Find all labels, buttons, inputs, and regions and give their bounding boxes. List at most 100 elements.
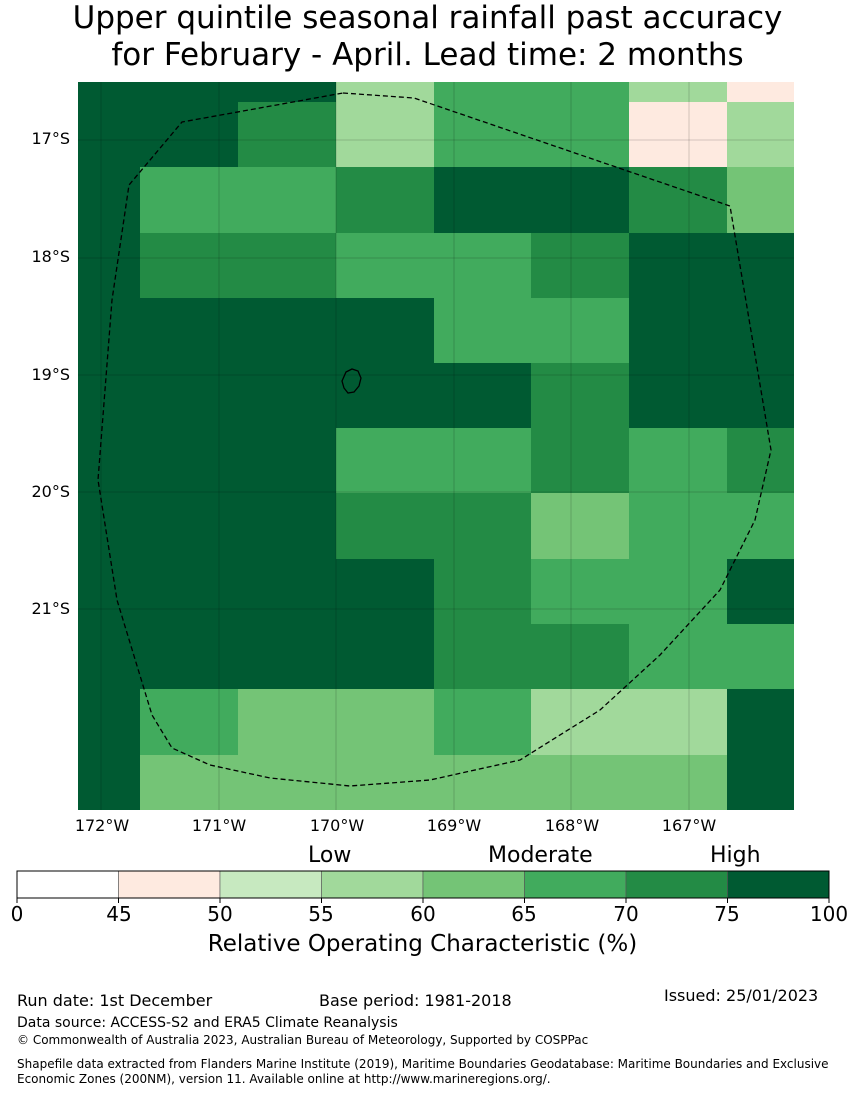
lon-label-171w: 171°W: [191, 816, 247, 835]
grid-cell: [336, 755, 434, 810]
colorbar-label-moderate: Moderate: [488, 843, 593, 868]
grid-cell: [629, 102, 727, 167]
grid-cell: [434, 559, 531, 624]
grid-cell: [78, 559, 140, 624]
grid-cell: [140, 493, 238, 559]
grid-cell: [238, 689, 336, 755]
grid-cell: [140, 102, 238, 167]
grid-cell: [531, 363, 629, 428]
base-period: Base period: 1981-2018: [319, 991, 512, 1010]
grid-cell: [238, 363, 336, 428]
lon-label-167w: 167°W: [661, 816, 717, 835]
grid-cell: [434, 298, 531, 363]
colorbar-segment: [524, 870, 627, 899]
grid-cell: [336, 233, 434, 298]
colorbar-segment: [118, 870, 221, 899]
grid-cell: [727, 755, 794, 810]
grid-cell: [629, 493, 727, 559]
grid-cell: [531, 559, 629, 624]
issued-date: Issued: 25/01/2023: [664, 986, 819, 1005]
grid-cell: [629, 298, 727, 363]
lon-label-168w: 168°W: [544, 816, 600, 835]
grid-cell: [727, 233, 794, 298]
grid-cell: [140, 624, 238, 689]
colorbar-title: Relative Operating Characteristic (%): [207, 931, 638, 957]
grid-cell: [78, 689, 140, 755]
grid-cell: [78, 233, 140, 298]
colorbar-segment: [219, 870, 322, 899]
colorbar-tick: 45: [106, 902, 132, 926]
grid-cell: [238, 82, 336, 102]
title-line-1: Upper quintile seasonal rainfall past ac…: [72, 0, 783, 36]
grid-cell: [531, 298, 629, 363]
grid-cell: [531, 428, 629, 493]
grid-cell: [238, 755, 336, 810]
grid-cell: [238, 167, 336, 233]
grid-cell: [531, 167, 629, 233]
grid-cell: [434, 755, 531, 810]
grid-cell: [629, 82, 727, 102]
colorbar-label-low: Low: [308, 843, 352, 868]
grid-cell: [434, 428, 531, 493]
grid-cell: [434, 233, 531, 298]
grid-cell: [531, 233, 629, 298]
grid-cell: [629, 755, 727, 810]
lat-lon-gridlines: [78, 82, 794, 810]
island-outline: [341, 368, 362, 394]
grid-cell: [629, 428, 727, 493]
grid-cell: [727, 624, 794, 689]
grid-cell: [434, 102, 531, 167]
colorbar-tick: 50: [207, 902, 233, 926]
grid-cell: [78, 82, 140, 102]
grid-cell: [140, 82, 238, 102]
colorbar-tick: 70: [613, 902, 639, 926]
grid-cell: [727, 363, 794, 428]
grid-cell: [238, 493, 336, 559]
lon-label-172w: 172°W: [74, 816, 130, 835]
accuracy-grid: [78, 82, 794, 810]
grid-cell: [336, 167, 434, 233]
title-line-2: for February - April. Lead time: 2 month…: [111, 37, 744, 73]
colorbar-segment: [422, 870, 525, 899]
grid-cell: [140, 233, 238, 298]
colorbar-segment: [321, 870, 424, 899]
grid-cell: [140, 689, 238, 755]
copyright: © Commonwealth of Australia 2023, Austra…: [17, 1033, 589, 1047]
grid-cell: [434, 624, 531, 689]
colorbar: [16, 870, 830, 903]
run-date: Run date: 1st December: [17, 991, 213, 1010]
grid-cell: [336, 624, 434, 689]
grid-cell: [336, 82, 434, 102]
grid-cell: [78, 363, 140, 428]
grid-cell: [238, 233, 336, 298]
grid-cell: [336, 102, 434, 167]
eez-boundary: [97, 92, 772, 787]
grid-cell: [140, 428, 238, 493]
colorbar-tick: 75: [714, 902, 740, 926]
grid-cell: [238, 624, 336, 689]
grid-cell: [434, 363, 531, 428]
grid-cell: [78, 624, 140, 689]
grid-cell: [78, 428, 140, 493]
lat-label-20s: 20°S: [31, 482, 70, 501]
grid-cell: [238, 102, 336, 167]
colorbar-segment: [727, 870, 830, 899]
grid-cell: [727, 102, 794, 167]
grid-cell: [727, 167, 794, 233]
lat-label-19s: 19°S: [31, 365, 70, 384]
grid-cell: [434, 82, 531, 102]
grid-cell: [531, 102, 629, 167]
grid-cell: [336, 559, 434, 624]
grid-cell: [531, 493, 629, 559]
lat-label-18s: 18°S: [31, 247, 70, 266]
grid-cell: [140, 167, 238, 233]
grid-cell: [727, 82, 794, 102]
grid-cell: [629, 363, 727, 428]
grid-cell: [238, 559, 336, 624]
colorbar-tick: 55: [308, 902, 334, 926]
grid-cell: [140, 755, 238, 810]
grid-cell: [238, 428, 336, 493]
grid-cell: [336, 689, 434, 755]
grid-cell: [434, 689, 531, 755]
